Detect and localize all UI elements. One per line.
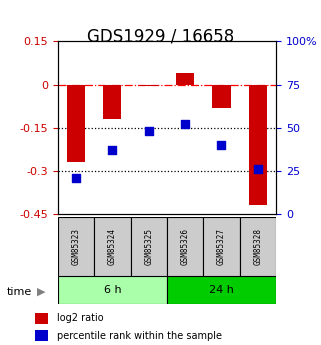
Text: 24 h: 24 h bbox=[209, 285, 234, 295]
FancyBboxPatch shape bbox=[167, 276, 276, 304]
Text: GDS1929 / 16658: GDS1929 / 16658 bbox=[87, 28, 234, 46]
Text: GSM85328: GSM85328 bbox=[253, 228, 262, 265]
Bar bbox=[35, 313, 48, 324]
Text: 6 h: 6 h bbox=[104, 285, 121, 295]
Point bbox=[146, 128, 151, 134]
Text: percentile rank within the sample: percentile rank within the sample bbox=[56, 331, 222, 341]
Bar bbox=[176, 73, 194, 85]
Text: GSM85324: GSM85324 bbox=[108, 228, 117, 265]
FancyBboxPatch shape bbox=[203, 217, 240, 276]
Text: GSM85326: GSM85326 bbox=[181, 228, 190, 265]
Bar bbox=[213, 85, 230, 108]
Text: GSM85323: GSM85323 bbox=[72, 228, 81, 265]
FancyBboxPatch shape bbox=[58, 217, 94, 276]
Point bbox=[74, 175, 79, 180]
Point bbox=[255, 166, 260, 172]
FancyBboxPatch shape bbox=[58, 276, 167, 304]
Point bbox=[219, 142, 224, 148]
Text: GSM85327: GSM85327 bbox=[217, 228, 226, 265]
FancyBboxPatch shape bbox=[240, 217, 276, 276]
FancyBboxPatch shape bbox=[167, 217, 203, 276]
Text: GSM85325: GSM85325 bbox=[144, 228, 153, 265]
Text: ▶: ▶ bbox=[37, 287, 45, 296]
Text: log2 ratio: log2 ratio bbox=[56, 314, 103, 323]
Text: time: time bbox=[6, 287, 32, 296]
Point bbox=[110, 147, 115, 153]
FancyBboxPatch shape bbox=[131, 217, 167, 276]
Bar bbox=[249, 85, 267, 205]
Bar bbox=[103, 85, 121, 119]
Bar bbox=[67, 85, 85, 162]
Bar bbox=[140, 85, 158, 86]
FancyBboxPatch shape bbox=[94, 217, 131, 276]
Bar bbox=[35, 330, 48, 341]
Point bbox=[183, 121, 188, 127]
